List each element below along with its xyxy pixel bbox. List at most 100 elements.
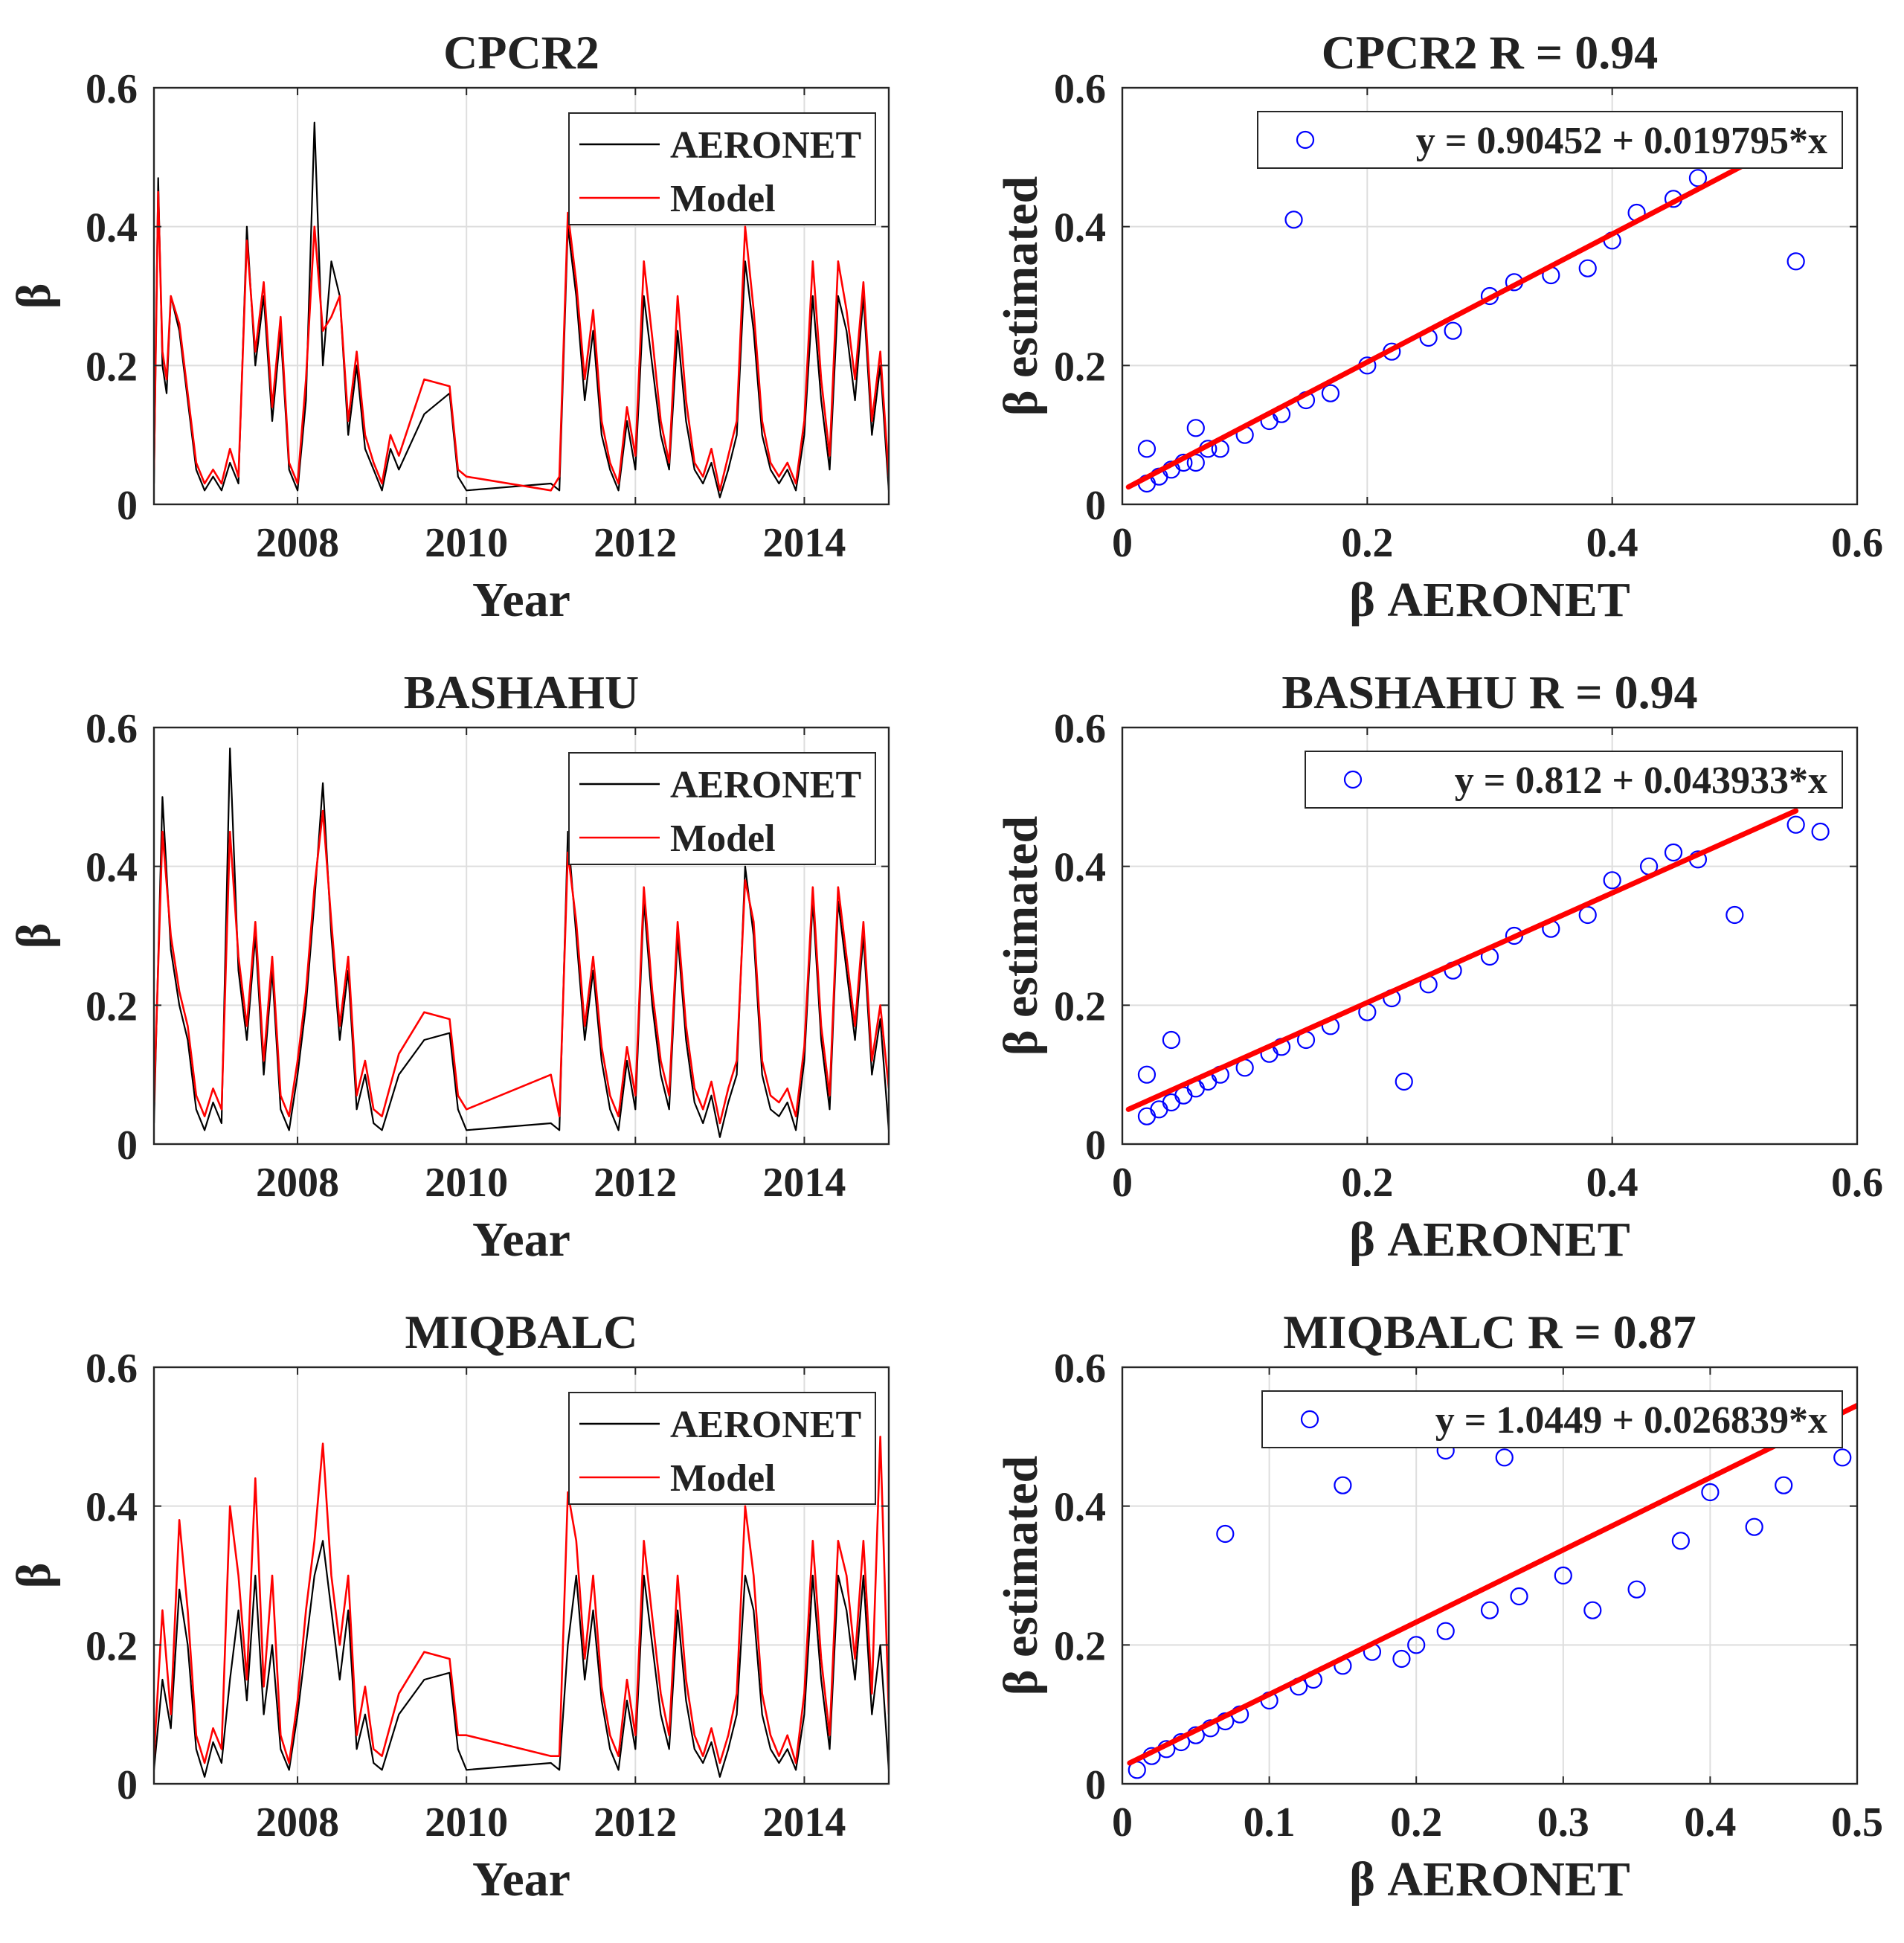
x-axis-label: Year bbox=[472, 1852, 570, 1907]
fit-line bbox=[1125, 808, 1799, 1112]
chart-title: MIQBALC bbox=[405, 1305, 638, 1358]
y-axis-label: β bbox=[7, 923, 61, 949]
scatter-point bbox=[1137, 440, 1157, 458]
panel-1: 2008 2010 2012 2014 0 0.2 0.4 0.6 CPCR2 Year β AERO… bbox=[7, 26, 890, 627]
panel-3: 2008 2010 2012 2014 0 0.2 0.4 0.6 BASHAHU Year β AE… bbox=[7, 666, 890, 1267]
y-tick-label: 0.2 bbox=[86, 344, 138, 390]
legend-marker bbox=[1343, 770, 1363, 789]
panel-4: 0 0.2 0.4 0.6 0 0.2 0.4 0.6 BASHAHU R = 0.94 β AE… bbox=[994, 666, 1883, 1267]
y-axis-label: β bbox=[7, 1563, 61, 1589]
scatter-point bbox=[1436, 1622, 1455, 1640]
y-axis-label: β estimated bbox=[994, 176, 1048, 417]
legend-label-aeronet: AERONET bbox=[670, 124, 861, 167]
y-tick-label: 0.2 bbox=[1054, 344, 1106, 390]
x-tick-label: 0.6 bbox=[1831, 520, 1883, 566]
chart-title: BASHAHU bbox=[404, 666, 640, 719]
legend-label-model: Model bbox=[670, 178, 776, 220]
legend: y = 0.812 + 0.043933*x bbox=[1305, 751, 1843, 809]
scatter-point bbox=[1833, 1448, 1852, 1467]
y-axis-label: β estimated bbox=[994, 816, 1048, 1056]
legend-box bbox=[568, 112, 876, 225]
scatter-point bbox=[1688, 169, 1708, 187]
plot-content bbox=[154, 747, 889, 1138]
x-tick-label: 0.4 bbox=[1684, 1799, 1736, 1846]
x-tick-label: 0.4 bbox=[1586, 1160, 1638, 1206]
fit-line bbox=[1125, 154, 1762, 490]
x-axis-label: β AERONET bbox=[1349, 573, 1630, 627]
x-axis-label: Year bbox=[472, 1213, 570, 1267]
chart-title: BASHAHU R = 0.94 bbox=[1281, 666, 1697, 719]
axes-frame bbox=[152, 1366, 890, 1785]
panel-6: 0 0.1 0.2 0.3 0.4 0.5 0 0.2 0.4 0.6 MIQBALC R = 0.… bbox=[994, 1305, 1883, 1907]
x-tick-label: 2008 bbox=[256, 520, 339, 566]
y-tick-label: 0 bbox=[1085, 483, 1106, 529]
y-tick-label: 0.6 bbox=[1054, 706, 1106, 752]
y-tick-label: 0 bbox=[117, 483, 138, 529]
x-tick-label: 2010 bbox=[425, 1160, 508, 1206]
panel-5: 2008 2010 2012 2014 0 0.2 0.4 0.6 MIQBALC Year β AE… bbox=[7, 1305, 890, 1907]
x-tick-label: 2008 bbox=[256, 1799, 339, 1846]
scatter-point bbox=[1284, 211, 1303, 229]
y-tick-label: 0.4 bbox=[86, 845, 138, 891]
legend: y = 0.90452 + 0.019795*x bbox=[1257, 111, 1843, 169]
y-tick-label: 0.6 bbox=[86, 706, 138, 752]
scatter-point bbox=[1786, 252, 1805, 271]
scatter-point bbox=[1334, 1476, 1352, 1494]
x-tick-label: 0.4 bbox=[1586, 520, 1638, 566]
x-axis-label: β AERONET bbox=[1349, 1852, 1630, 1907]
scatter-point bbox=[1186, 419, 1205, 437]
scatter-point bbox=[1811, 822, 1830, 841]
legend-label-aeronet: AERONET bbox=[670, 1404, 861, 1446]
legend-label-aeronet: AERONET bbox=[670, 764, 861, 806]
legend: AERONET Model bbox=[568, 1392, 876, 1505]
legend-box bbox=[1261, 1390, 1843, 1448]
scatter-point bbox=[1671, 1532, 1690, 1550]
chart-title: MIQBALC R = 0.87 bbox=[1283, 1305, 1696, 1358]
scatter-point bbox=[1395, 1072, 1413, 1091]
axes-frame bbox=[1121, 86, 1859, 506]
legend: AERONET Model bbox=[568, 112, 876, 225]
y-tick-label: 0.6 bbox=[1054, 1346, 1106, 1392]
x-tick-label: 2010 bbox=[425, 520, 508, 566]
y-tick-label: 0.6 bbox=[86, 1346, 138, 1392]
y-tick-label: 0 bbox=[117, 1762, 138, 1808]
plot-content bbox=[1125, 154, 1805, 493]
x-tick-label: 2012 bbox=[594, 1160, 677, 1206]
x-tick-label: 2014 bbox=[762, 1160, 846, 1206]
y-tick-label: 0.4 bbox=[86, 1485, 138, 1531]
y-tick-label: 0.4 bbox=[1054, 1485, 1106, 1531]
scatter-point bbox=[1137, 1065, 1157, 1084]
x-tick-label: 0.2 bbox=[1341, 520, 1393, 566]
axes-frame bbox=[152, 86, 890, 506]
plot-content bbox=[154, 1436, 889, 1778]
x-axis-label: Year bbox=[472, 573, 570, 627]
legend-label: y = 1.0449 + 0.026839*x bbox=[1435, 1399, 1827, 1442]
legend-marker bbox=[1300, 1410, 1319, 1429]
legend-box bbox=[568, 752, 876, 865]
scatter-point bbox=[1786, 815, 1805, 834]
scatter-point bbox=[1701, 1483, 1720, 1502]
chart-title: CPCR2 bbox=[443, 26, 599, 79]
x-tick-label: 2014 bbox=[762, 520, 846, 566]
scatter-point bbox=[1745, 1518, 1763, 1536]
x-tick-label: 0.2 bbox=[1341, 1160, 1393, 1206]
y-tick-label: 0 bbox=[117, 1123, 138, 1169]
scatter-point bbox=[1775, 1476, 1793, 1494]
series-line-model bbox=[154, 1436, 889, 1764]
axes-frame bbox=[1121, 726, 1859, 1146]
fit-line bbox=[1127, 1402, 1857, 1766]
legend-label-model: Model bbox=[670, 818, 776, 860]
x-tick-label: 2008 bbox=[256, 1160, 339, 1206]
axes-frame bbox=[1121, 1366, 1859, 1785]
scatter-point bbox=[1726, 905, 1744, 925]
x-tick-label: 0 bbox=[1112, 1799, 1133, 1846]
legend-marker bbox=[1296, 130, 1315, 150]
legend: y = 1.0449 + 0.026839*x bbox=[1261, 1390, 1843, 1448]
x-tick-label: 2012 bbox=[594, 520, 677, 566]
y-tick-label: 0.4 bbox=[1054, 205, 1106, 251]
y-axis-label: β bbox=[7, 283, 61, 309]
scatter-point bbox=[1495, 1448, 1514, 1467]
scatter-point bbox=[1392, 1649, 1411, 1669]
scatter-point bbox=[1578, 259, 1597, 277]
y-tick-label: 0.2 bbox=[1054, 983, 1106, 1030]
